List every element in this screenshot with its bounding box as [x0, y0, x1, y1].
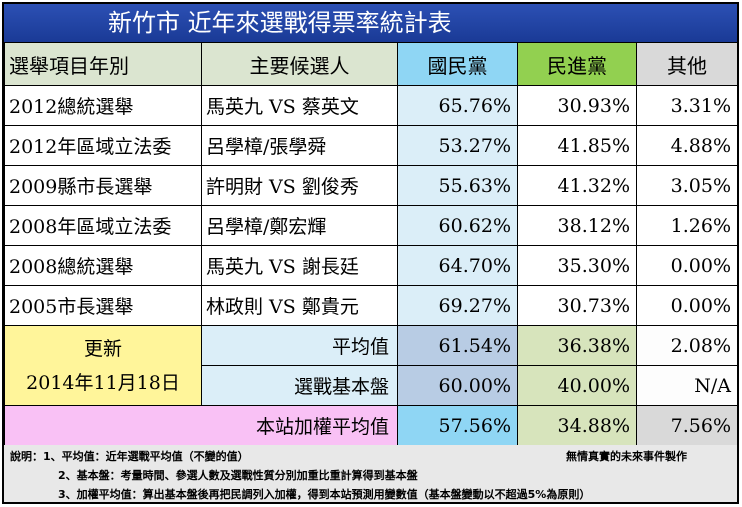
note-weighted: 3、加權平均值：算出基本盤後再把民調列入加權，得到本站預測用變數值（基本盤變動以… — [58, 488, 591, 501]
table-row: 2012總統選舉 馬英九 VS 蔡英文 65.76% 30.93% 3.31% — [4, 85, 738, 126]
credit-text: 無情真實的未來事件製作 — [566, 450, 687, 463]
base-kmt: 60.00% — [397, 365, 518, 406]
base-label: 選戰基本盤 — [201, 365, 398, 406]
election-name: 2008年區域立法委 — [4, 205, 202, 246]
header-candidates: 主要候選人 — [201, 42, 398, 86]
weighted-dpp: 34.88% — [517, 405, 637, 446]
dpp-rate: 35.30% — [517, 245, 637, 286]
dpp-rate: 38.12% — [517, 205, 637, 246]
candidates: 呂學樟/鄭宏輝 — [201, 205, 398, 246]
kmt-rate: 53.27% — [397, 125, 518, 166]
table-row: 2008年區域立法委 呂學樟/鄭宏輝 60.62% 38.12% 1.26% — [4, 205, 738, 246]
candidates: 馬英九 VS 謝長廷 — [201, 245, 398, 286]
kmt-rate: 64.70% — [397, 245, 518, 286]
table-row: 2005市長選舉 林政則 VS 鄭貴元 69.27% 30.73% 0.00% — [4, 285, 738, 326]
base-row: 選戰基本盤 60.00% 40.00% N/A — [5, 365, 738, 406]
base-other: N/A — [636, 365, 738, 406]
table-row: 2008總統選舉 馬英九 VS 謝長廷 64.70% 35.30% 0.00% — [4, 245, 738, 286]
header-row: 選舉項目年別 主要候選人 國民黨 民進黨 其他 — [4, 42, 738, 86]
dpp-rate: 30.93% — [517, 85, 637, 126]
weighted-row: 本站加權平均值 57.56% 34.88% 7.56% — [4, 405, 738, 446]
header-other: 其他 — [636, 42, 738, 86]
weighted-other: 7.56% — [636, 405, 738, 446]
header-election: 選舉項目年別 — [4, 42, 202, 86]
table-row: 2009縣市長選舉 許明財 VS 劉俊秀 55.63% 41.32% 3.05% — [4, 165, 738, 206]
election-table: 選舉項目年別 主要候選人 國民黨 民進黨 其他 2012總統選舉 馬英九 VS … — [4, 42, 738, 446]
average-row: 更新 2014年11月18日 平均值 61.54% 36.38% 2.08% — [4, 325, 738, 406]
election-name: 2012年區域立法委 — [4, 125, 202, 166]
kmt-rate: 69.27% — [397, 285, 518, 326]
election-name: 2009縣市長選舉 — [4, 165, 202, 206]
candidates: 呂學樟/張學舜 — [201, 125, 398, 166]
election-name: 2008總統選舉 — [4, 245, 202, 286]
update-date: 2014年11月18日 — [26, 371, 180, 394]
other-rate: 3.31% — [636, 85, 738, 126]
kmt-rate: 55.63% — [397, 165, 518, 206]
average-dpp: 36.38% — [517, 325, 637, 366]
average-label: 平均值 — [201, 325, 398, 366]
update-label: 更新 — [83, 337, 122, 360]
title-bar: 新竹市 近年來選戰得票率統計表 — [4, 4, 737, 42]
other-rate: 3.05% — [636, 165, 738, 206]
base-dpp: 40.00% — [517, 365, 637, 406]
kmt-rate: 60.62% — [397, 205, 518, 246]
average-other: 2.08% — [636, 325, 738, 366]
table-row: 2012年區域立法委 呂學樟/張學舜 53.27% 41.85% 4.88% — [4, 125, 738, 166]
update-cell: 更新 2014年11月18日 — [4, 325, 202, 406]
page-title: 新竹市 近年來選戰得票率統計表 — [108, 9, 452, 37]
average-kmt: 61.54% — [397, 325, 518, 366]
weighted-label: 本站加權平均值 — [4, 405, 398, 446]
notes-section: 說明：1、平均值：近年選戰平均值（不變的值） 無情真實的未來事件製作 2、基本盤… — [4, 445, 737, 502]
candidates: 林政則 VS 鄭貴元 — [201, 285, 398, 326]
dpp-rate: 41.85% — [517, 125, 637, 166]
election-name: 2012總統選舉 — [4, 85, 202, 126]
election-name: 2005市長選舉 — [4, 285, 202, 326]
weighted-kmt: 57.56% — [397, 405, 518, 446]
other-rate: 0.00% — [636, 245, 738, 286]
header-kmt: 國民黨 — [397, 42, 518, 86]
note-average: 說明：1、平均值：近年選戰平均值（不變的值） — [10, 450, 249, 463]
candidates: 許明財 VS 劉俊秀 — [201, 165, 398, 206]
kmt-rate: 65.76% — [397, 85, 518, 126]
other-rate: 1.26% — [636, 205, 738, 246]
dpp-rate: 41.32% — [517, 165, 637, 206]
other-rate: 0.00% — [636, 285, 738, 326]
candidates: 馬英九 VS 蔡英文 — [201, 85, 398, 126]
dpp-rate: 30.73% — [517, 285, 637, 326]
note-base: 2、基本盤：考量時間、參選人數及選戰性質分別加重比重計算得到基本盤 — [58, 469, 418, 482]
header-dpp: 民進黨 — [517, 42, 637, 86]
other-rate: 4.88% — [636, 125, 738, 166]
